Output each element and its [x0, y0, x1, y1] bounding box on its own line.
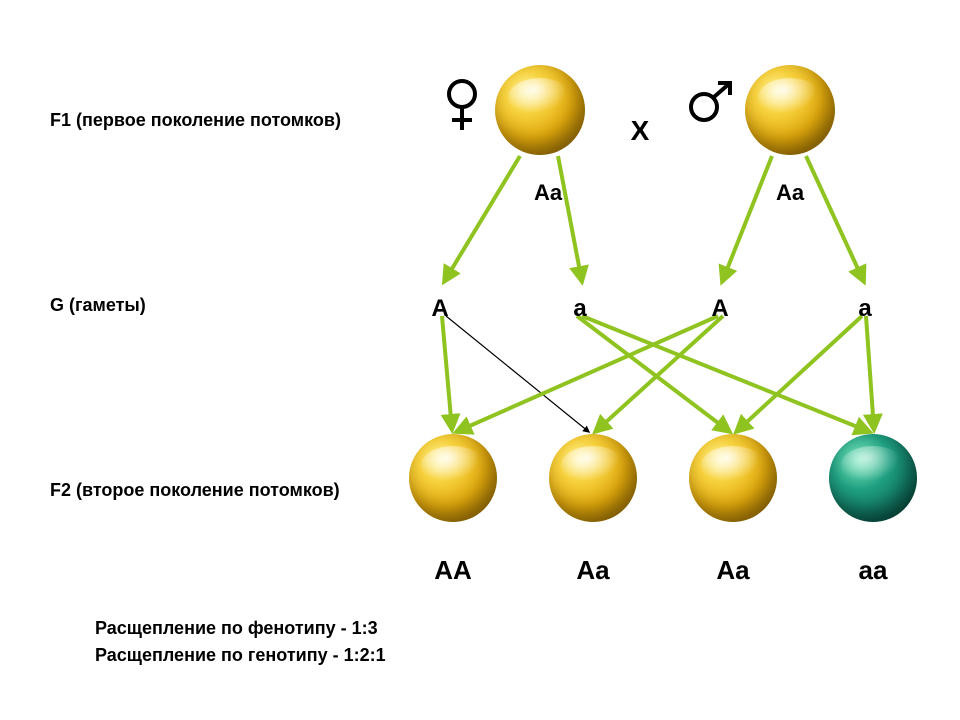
arrow	[558, 156, 582, 282]
arrow	[456, 316, 718, 432]
f1-genotype-1: Aa	[776, 180, 804, 206]
arrow	[582, 316, 870, 432]
f2-seed-0	[409, 434, 497, 522]
arrow	[446, 316, 589, 432]
f1-seed-0	[495, 65, 585, 155]
male-icon	[684, 79, 740, 131]
arrow	[736, 316, 862, 432]
f1-seed-1	[745, 65, 835, 155]
gamete-3: a	[858, 295, 871, 323]
cross-symbol: X	[631, 115, 650, 147]
gamete-2: A	[711, 295, 728, 323]
f2-seed-1	[549, 434, 637, 522]
text-label-4: Расщепление по генотипу - 1:2:1	[95, 645, 386, 666]
arrow	[722, 156, 772, 282]
arrow	[442, 316, 452, 430]
arrow	[577, 316, 730, 432]
f2-genotype-0: AA	[434, 555, 472, 586]
text-label-1: G (гаметы)	[50, 295, 146, 316]
gamete-1: a	[573, 295, 586, 323]
text-label-3: Расщепление по фенотипу - 1:3	[95, 618, 378, 639]
f2-genotype-3: aa	[859, 555, 888, 586]
f1-genotype-0: Aa	[534, 180, 562, 206]
arrow	[866, 316, 874, 430]
text-label-2: F2 (второе поколение потомков)	[50, 480, 340, 501]
text-label-0: F1 (первое поколение потомков)	[50, 110, 341, 131]
female-icon	[442, 78, 482, 142]
arrow	[806, 156, 864, 282]
f2-seed-3	[829, 434, 917, 522]
arrow	[444, 156, 520, 282]
f2-seed-2	[689, 434, 777, 522]
gamete-0: A	[431, 295, 448, 323]
f2-genotype-2: Aa	[716, 555, 749, 586]
f2-genotype-1: Aa	[576, 555, 609, 586]
